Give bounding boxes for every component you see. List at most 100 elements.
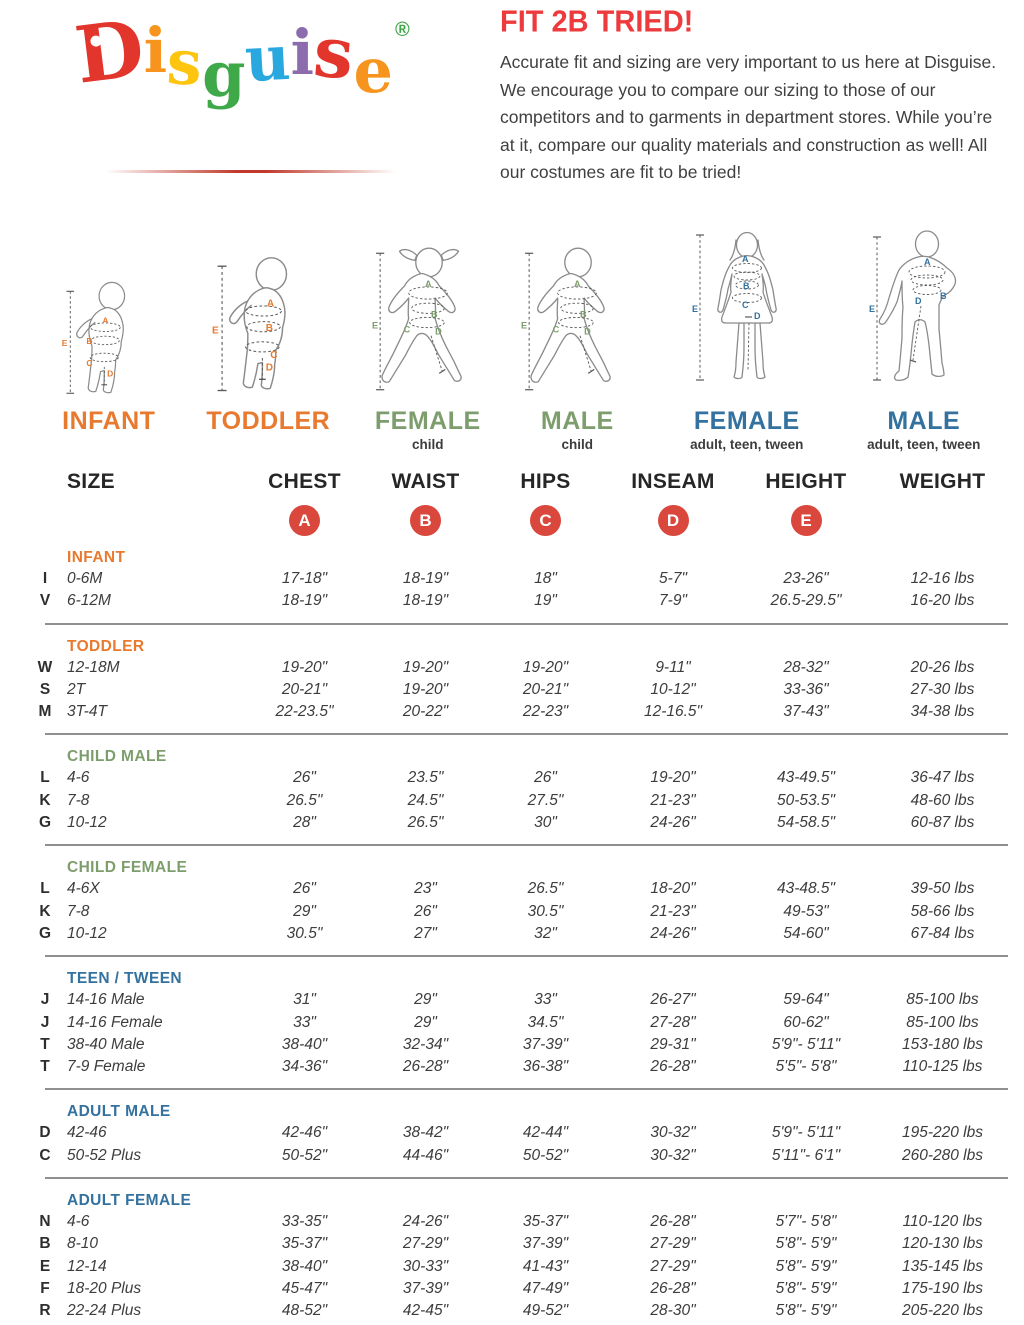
svg-text:A: A xyxy=(742,254,749,264)
inseam-value: 18-20" xyxy=(650,880,696,898)
chest-value: 29" xyxy=(293,902,316,920)
logo-letter: i xyxy=(290,16,315,89)
inseam-value: 27-28" xyxy=(650,1013,696,1031)
size-row: J 14-16 Male 31" 29" 33" 26-27" 59-64" 85-100 l… xyxy=(30,991,1012,1013)
section-divider xyxy=(45,955,1008,958)
waist-value: 27" xyxy=(414,924,437,942)
hips-value: 18" xyxy=(534,570,557,587)
chest-value: 33-35" xyxy=(281,1213,328,1231)
inseam-value: 30-32" xyxy=(650,1124,696,1142)
size-row: T 7-9 Female 34-36" 26-28" 36-38" 26-28" 5'5"-… xyxy=(30,1058,1012,1080)
inseam-value: 27-29" xyxy=(650,1235,696,1253)
height-value: 59-64" xyxy=(783,991,829,1009)
female-adult-silhouette-icon: E A B C D xyxy=(692,231,777,381)
size-chart: SIZE CHEST WAIST HIPS INSEAM HEIGHT WEIG… xyxy=(30,470,1012,1325)
weight-value: 36-47 lbs xyxy=(910,769,975,787)
size-label: 4-6X xyxy=(67,880,100,898)
hips-value: 42-44" xyxy=(522,1124,569,1142)
size-label: 14-16 Male xyxy=(67,991,145,1009)
height-value: 49-53" xyxy=(783,902,829,920)
weight-value: 205-220 lbs xyxy=(901,1302,983,1320)
figure-caption: TODDLER xyxy=(206,407,331,435)
inseam-value: 26-28" xyxy=(650,1213,696,1231)
size-label: 12-14 xyxy=(67,1257,107,1275)
height-value: 5'9"- 5'11" xyxy=(771,1035,841,1053)
size-code: G xyxy=(38,924,52,942)
svg-text:D: D xyxy=(266,362,273,373)
size-row: B 8-10 35-37" 27-29" 37-39" 27-29" 5'8"- 5'9" 1… xyxy=(30,1235,1012,1257)
figure-caption: INFANT xyxy=(62,407,156,435)
section-divider xyxy=(45,1177,1008,1180)
waist-value: 37-39" xyxy=(402,1279,449,1297)
waist-value: 29" xyxy=(414,1013,437,1031)
hips-value: 37-39" xyxy=(522,1235,569,1253)
figure-male-child: E A B C D MALE child xyxy=(503,245,653,452)
size-label: 8-10 xyxy=(67,1235,99,1253)
chest-value: 38-40" xyxy=(281,1257,328,1275)
hips-value: 34.5" xyxy=(527,1013,564,1031)
inseam-value: 24-26" xyxy=(650,814,696,832)
weight-value: 20-26 lbs xyxy=(910,658,975,676)
height-value: 43-48.5" xyxy=(776,880,836,898)
svg-text:E: E xyxy=(372,321,378,331)
size-row: K 7-8 26.5" 24.5" 27.5" 21-23" 50-53.5" 48-60 l… xyxy=(30,792,1012,814)
chest-value: 45-47" xyxy=(281,1279,328,1297)
height-value: 60-62" xyxy=(783,1013,829,1031)
size-code: V xyxy=(39,592,51,610)
hips-value: 32" xyxy=(534,924,557,942)
size-code: G xyxy=(38,814,52,832)
hips-value: 22-23" xyxy=(522,703,569,721)
height-value: 33-36" xyxy=(783,680,829,698)
svg-text:A: A xyxy=(924,257,931,267)
hips-value: 33" xyxy=(534,991,557,1009)
size-code: T xyxy=(40,1058,50,1076)
size-row: C 50-52 Plus 50-52" 44-46" 50-52" 30-32" 5'11"… xyxy=(30,1147,1012,1169)
weight-value: 48-60 lbs xyxy=(910,791,975,809)
height-value: 37-43" xyxy=(783,703,829,721)
svg-text:D: D xyxy=(107,368,113,378)
hips-value: 30.5" xyxy=(527,902,564,920)
height-value: 5'8"- 5'9" xyxy=(775,1257,837,1275)
chest-value: 19-20" xyxy=(281,658,328,676)
hips-value: 19" xyxy=(534,592,557,610)
size-row: E 12-14 38-40" 30-33" 41-43" 27-29" 5'8"- 5'9"… xyxy=(30,1258,1012,1280)
size-code: J xyxy=(40,991,50,1009)
size-code: J xyxy=(40,1013,50,1031)
size-code: W xyxy=(37,658,53,676)
chest-value: 42-46" xyxy=(281,1124,328,1142)
chest-value: 33" xyxy=(293,1013,316,1031)
svg-text:B: B xyxy=(940,291,947,301)
size-row: R 22-24 Plus 48-52" 42-45" 49-52" 28-30" 5'8"-… xyxy=(30,1302,1012,1324)
toddler-silhouette-icon: E A B C D xyxy=(212,257,288,392)
height-value: 43-49.5" xyxy=(776,769,836,787)
size-code: N xyxy=(39,1213,51,1231)
section-divider xyxy=(45,1088,1008,1091)
size-code: M xyxy=(38,703,52,721)
weight-value: 110-120 lbs xyxy=(902,1213,983,1231)
size-label: 22-24 Plus xyxy=(67,1302,142,1320)
svg-text:D: D xyxy=(584,327,591,337)
hips-value: 49-52" xyxy=(522,1302,569,1320)
hips-value: 37-39" xyxy=(522,1035,569,1053)
figure-subtitle: child xyxy=(561,437,594,452)
inseam-value: 26-28" xyxy=(650,1279,696,1297)
section-header: CHILD MALE xyxy=(67,748,167,766)
size-label: 14-16 Female xyxy=(67,1013,163,1031)
size-label: 7-8 xyxy=(67,791,90,809)
inseam-value: 21-23" xyxy=(650,902,696,920)
figure-subtitle: adult, teen, tween xyxy=(867,437,981,452)
figure-female-adult: E A B C D FEMALE adult, teen, tween xyxy=(652,228,841,452)
size-code: R xyxy=(39,1302,51,1320)
figure-male-adult: E A B D MALE adult, teen, tween xyxy=(842,228,1007,452)
svg-text:B: B xyxy=(266,323,273,334)
waist-value: 23.5" xyxy=(407,769,444,787)
size-label: 50-52 Plus xyxy=(67,1146,142,1164)
figure-infant: E A B C D INFANT xyxy=(34,280,184,452)
size-label: 0-6M xyxy=(67,570,103,587)
weight-value: 260-280 lbs xyxy=(901,1146,983,1164)
chest-value: 26" xyxy=(293,880,316,898)
size-row: F 18-20 Plus 45-47" 37-39" 47-49" 26-28" 5'8"-… xyxy=(30,1280,1012,1302)
hips-value: 35-37" xyxy=(522,1213,569,1231)
